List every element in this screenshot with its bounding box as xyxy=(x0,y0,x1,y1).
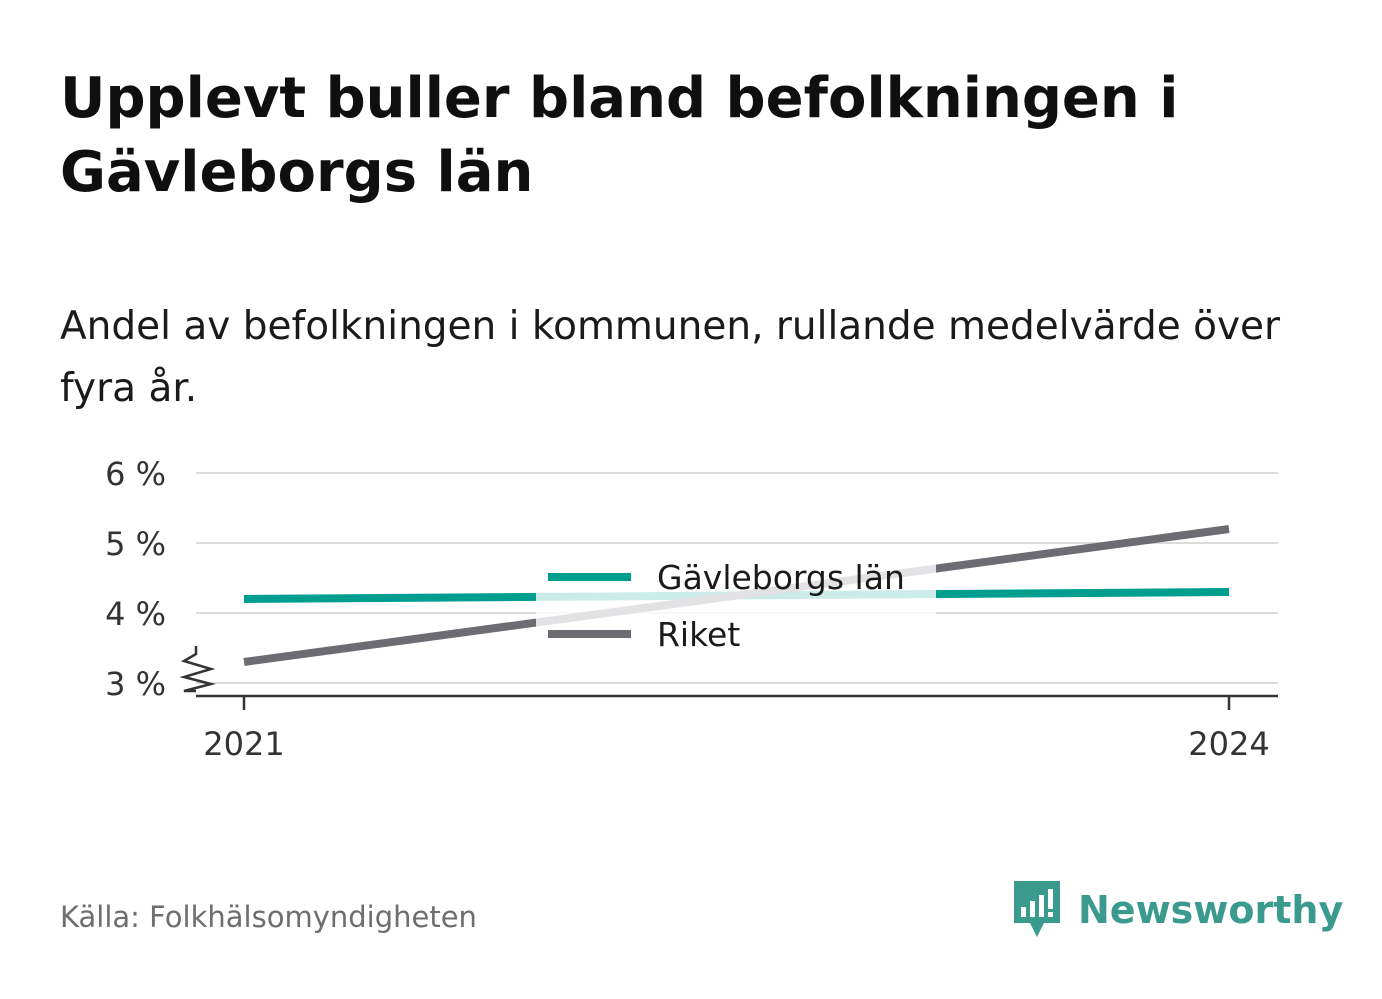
legend-label: Riket xyxy=(657,615,740,654)
brand-logo[interactable]: Newsworthy xyxy=(1010,878,1343,942)
legend-background xyxy=(536,544,936,664)
y-tick-label: 6 % xyxy=(105,455,166,493)
chart-subtitle: Andel av befolkningen i kommunen, rullan… xyxy=(60,304,1281,411)
legend-label: Gävleborgs län xyxy=(657,558,905,597)
y-tick-label: 4 % xyxy=(105,595,166,633)
gridlines xyxy=(196,472,1278,684)
line-chart: 3 % 4 % 5 % 6 % 2021 2024 Gävleborgs län Rike… xyxy=(105,455,1278,763)
y-axis-ticks: 3 % 4 % 5 % 6 % xyxy=(105,455,166,703)
newsworthy-logo-icon xyxy=(1014,881,1060,937)
y-tick-label: 5 % xyxy=(105,525,166,563)
x-tick-label: 2021 xyxy=(203,725,284,763)
chart-title: Upplevt buller bland befolkningen i Gävl… xyxy=(60,66,1179,205)
source-note: Källa: Folkhälsomyndigheten xyxy=(60,900,477,934)
x-tick-label: 2024 xyxy=(1188,725,1269,763)
legend: Gävleborgs län Riket xyxy=(536,544,936,664)
y-tick-label: 3 % xyxy=(105,665,166,703)
x-axis-ticks: 2021 2024 xyxy=(203,696,1270,763)
brand-name: Newsworthy xyxy=(1078,888,1344,932)
y-axis-break-icon xyxy=(179,646,216,693)
